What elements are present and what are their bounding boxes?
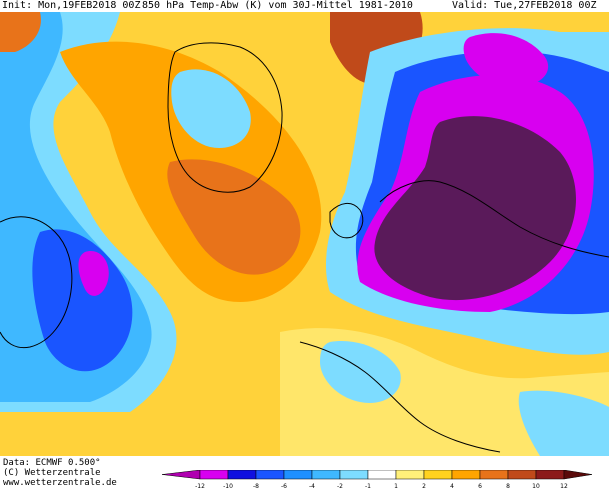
- legend-label: 8: [506, 483, 510, 490]
- legend-swatch: [283, 470, 313, 480]
- legend-swatch: [479, 470, 509, 480]
- extreme-cold-core-europe: [374, 116, 577, 301]
- legend-label: 10: [532, 483, 540, 490]
- legend-label: -1: [365, 483, 371, 490]
- color-legend: -12 -10 -8 -6 -4 -2 -1 1 2 4 6 8 10 12: [161, 470, 593, 490]
- legend-swatch: [451, 470, 481, 480]
- website-url: www.wetterzentrale.de: [3, 478, 117, 488]
- legend-label: 2: [422, 483, 426, 490]
- legend-label: 1: [394, 483, 398, 490]
- legend-swatch: [255, 470, 285, 480]
- legend-label: -2: [337, 483, 343, 490]
- warm-corner-nw: [0, 12, 41, 52]
- greenland-interior: [171, 69, 251, 148]
- cold-spot-southeast: [518, 390, 609, 456]
- legend-swatch: [161, 470, 201, 480]
- init-time: Init: Mon,19FEB2018 00Z: [2, 0, 141, 11]
- legend-label: -4: [309, 483, 315, 490]
- legend-label: -8: [253, 483, 259, 490]
- cold-spot-atlantic: [78, 251, 109, 296]
- legend-swatch: [395, 470, 425, 480]
- america-coastline: [0, 216, 73, 349]
- map-header: Init: Mon,19FEB2018 00Z 850 hPa Temp-Abw…: [0, 0, 609, 12]
- valid-time: Valid: Tue,27FEB2018 00Z: [452, 0, 597, 11]
- data-source: Data: ECMWF 0.500°: [3, 458, 101, 468]
- copyright: (C) Wetterzentrale: [3, 468, 101, 478]
- legend-swatch: [535, 470, 565, 480]
- legend-swatch: [311, 470, 341, 480]
- africa-coastline: [299, 341, 501, 453]
- legend-swatch: [227, 470, 257, 480]
- britain-coastline: [329, 203, 364, 239]
- legend-label: 12: [560, 483, 568, 490]
- legend-swatch: [563, 470, 593, 480]
- temperature-anomaly-map: [0, 12, 609, 456]
- legend-swatch: [423, 470, 453, 480]
- legend-swatch: [199, 470, 229, 480]
- legend-label: -12: [195, 483, 205, 490]
- cold-spot-north: [463, 33, 549, 87]
- legend-label: 4: [450, 483, 454, 490]
- warm-core-atlantic: [167, 159, 301, 275]
- legend-label: -10: [223, 483, 233, 490]
- legend-swatch: [339, 470, 369, 480]
- europe-coastline: [379, 180, 609, 258]
- map-title: 850 hPa Temp-Abw (K) vom 30J-Mittel 1981…: [142, 0, 413, 11]
- legend-swatch: [367, 470, 397, 480]
- greenland-coastline: [167, 42, 283, 193]
- legend-label: -6: [281, 483, 287, 490]
- legend-swatch: [507, 470, 537, 480]
- legend-label: 6: [478, 483, 482, 490]
